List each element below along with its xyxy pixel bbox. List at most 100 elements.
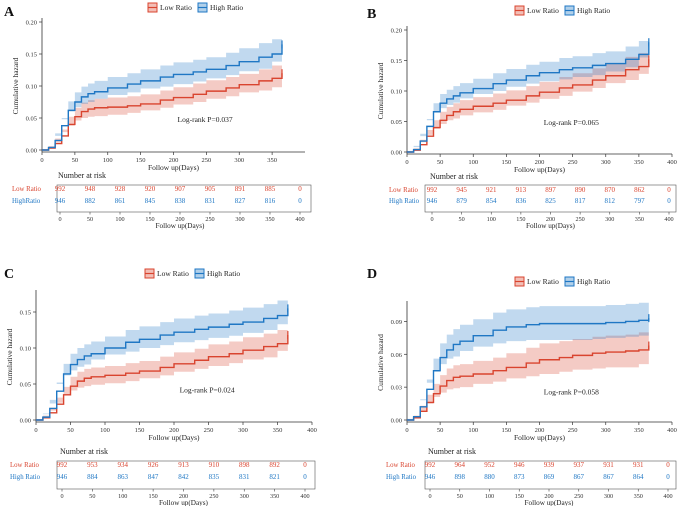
log-rank-annotation: Log-rank P=0.058 xyxy=(544,388,599,397)
risk-value: 812 xyxy=(605,197,616,205)
legend-low-label: Low Ratio xyxy=(527,277,559,286)
y-tick-label: 0.20 xyxy=(391,28,402,35)
risk-table-frame xyxy=(56,460,316,490)
risk-value: 0 xyxy=(298,197,302,205)
risk-x-axis-label: Follow up(Days) xyxy=(526,222,576,230)
risk-value: 882 xyxy=(85,197,96,205)
legend: Low Ratio High Ratio xyxy=(514,5,610,16)
x-tick-label: 50 xyxy=(67,427,74,434)
y-tick-label: 0.15 xyxy=(391,58,402,65)
legend-high-label: High Ratio xyxy=(577,277,610,286)
risk-value: 891 xyxy=(235,185,246,193)
risk-value: 825 xyxy=(545,197,556,205)
risk-row-label: Low Ratio xyxy=(12,186,41,193)
risk-x-tick-label: 200 xyxy=(179,493,188,500)
risk-x-tick-label: 350 xyxy=(270,493,279,500)
legend: Low Ratio High Ratio xyxy=(144,268,240,279)
x-tick-label: 350 xyxy=(634,427,644,434)
y-tick-label: 0.00 xyxy=(20,418,31,425)
risk-value: 913 xyxy=(178,461,189,469)
risk-x-tick-label: 0 xyxy=(430,216,433,223)
risk-x-tick-label: 50 xyxy=(89,493,95,500)
x-tick-label: 100 xyxy=(103,157,113,164)
y-tick-label: 0.05 xyxy=(391,119,402,126)
risk-value: 964 xyxy=(455,461,466,469)
risk-x-tick-label: 100 xyxy=(115,216,124,223)
x-tick-label: 400 xyxy=(667,427,677,434)
risk-x-tick-label: 50 xyxy=(459,216,465,223)
ci-band-high xyxy=(42,28,282,150)
y-tick-label: 0.10 xyxy=(20,346,31,353)
risk-value: 931 xyxy=(633,461,644,469)
risk-x-tick-label: 350 xyxy=(634,493,643,500)
legend-high-label: High Ratio xyxy=(577,6,610,15)
risk-value: 884 xyxy=(87,473,98,481)
risk-x-tick-label: 300 xyxy=(605,216,614,223)
risk-value: 890 xyxy=(575,186,586,194)
risk-value: 880 xyxy=(484,473,495,481)
x-tick-label: 0 xyxy=(34,427,37,434)
risk-table: Number at risk Low Ratio 992 964 952 946 939 93… xyxy=(386,447,677,506)
y-axis-label: Cumulative hazard xyxy=(5,328,14,385)
risk-value: 0 xyxy=(666,473,670,481)
y-tick-label: 0.00 xyxy=(26,148,37,155)
risk-value: 992 xyxy=(55,185,66,193)
risk-value: 845 xyxy=(145,197,156,205)
risk-value: 0 xyxy=(667,186,671,194)
hazard-line-low xyxy=(42,73,283,151)
x-axis-label: Follow up(Days) xyxy=(148,163,200,172)
legend: Low Ratio High Ratio xyxy=(514,276,610,287)
hazard-line-high xyxy=(407,42,650,153)
risk-value: 831 xyxy=(239,473,250,481)
y-tick-label: 0.20 xyxy=(26,20,37,27)
risk-value: 838 xyxy=(175,197,186,205)
risk-value: 948 xyxy=(85,185,96,193)
panel-label: B xyxy=(367,7,376,22)
risk-value: 879 xyxy=(456,197,467,205)
x-tick-label: 250 xyxy=(202,157,212,164)
risk-value: 898 xyxy=(455,473,466,481)
risk-value: 952 xyxy=(484,461,495,469)
risk-x-tick-label: 300 xyxy=(235,216,244,223)
risk-value: 946 xyxy=(427,197,438,205)
x-tick-label: 50 xyxy=(437,159,444,166)
ci-band-high xyxy=(36,291,288,420)
ci-band-low xyxy=(42,58,282,151)
risk-x-tick-label: 0 xyxy=(58,216,61,223)
panel-c: C Low Ratio High Ratio 0.00 0.05 0.10 0.15 0 50 1… xyxy=(4,267,317,506)
risk-value: 869 xyxy=(544,473,555,481)
hazard-line-low xyxy=(407,345,650,421)
risk-value: 953 xyxy=(87,461,98,469)
hazard-line-high xyxy=(407,318,650,421)
y-tick-label: 0.05 xyxy=(20,382,31,389)
panel-label: D xyxy=(367,267,377,282)
risk-value: 835 xyxy=(209,473,220,481)
risk-table-frame xyxy=(56,184,312,213)
risk-x-tick-label: 400 xyxy=(663,493,672,500)
log-rank-annotation: Log-rank P=0.065 xyxy=(544,118,599,127)
x-tick-label: 250 xyxy=(204,427,214,434)
legend-low-label: Low Ratio xyxy=(160,3,192,12)
risk-x-tick-label: 250 xyxy=(575,216,584,223)
panel-a: A Low Ratio High Ratio 0.00 0.05 0.10 0.15 0.20… xyxy=(4,2,312,230)
panel-label: C xyxy=(4,267,14,282)
risk-x-tick-label: 0 xyxy=(428,493,431,500)
risk-value: 945 xyxy=(456,186,467,194)
risk-value: 0 xyxy=(298,185,302,193)
risk-value: 0 xyxy=(303,461,307,469)
x-tick-label: 200 xyxy=(169,427,179,434)
x-tick-label: 150 xyxy=(502,159,512,166)
x-tick-label: 0 xyxy=(40,157,43,164)
risk-value: 934 xyxy=(118,461,129,469)
risk-value: 797 xyxy=(634,197,645,205)
y-tick-label: 0.09 xyxy=(391,319,402,326)
risk-value: 836 xyxy=(516,197,527,205)
risk-value: 921 xyxy=(486,186,497,194)
risk-value: 854 xyxy=(486,197,497,205)
risk-value: 870 xyxy=(605,186,616,194)
risk-row-label: HighRatio xyxy=(12,198,41,205)
x-tick-label: 0 xyxy=(405,159,408,166)
y-tick-label: 0.06 xyxy=(391,352,403,359)
risk-value: 931 xyxy=(603,461,614,469)
risk-x-tick-label: 250 xyxy=(574,493,583,500)
